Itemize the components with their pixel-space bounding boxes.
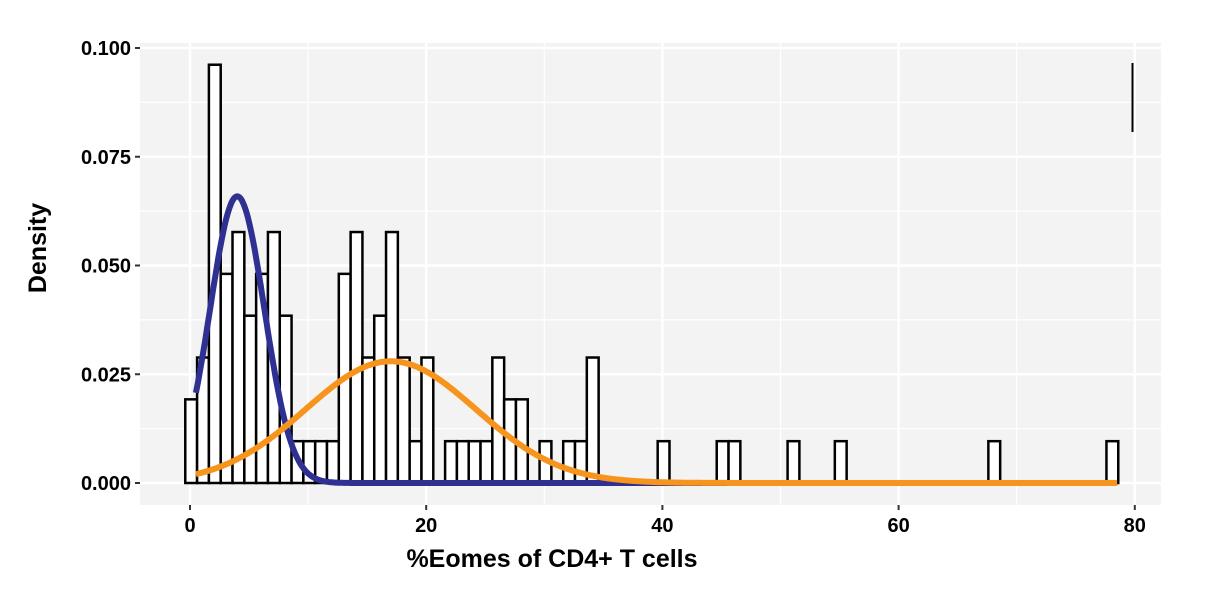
histogram-bar: [727, 439, 742, 485]
y-axis-title: Density: [24, 203, 52, 293]
x-tick-label: 40: [651, 515, 673, 537]
histogram-bar: [585, 356, 600, 485]
histogram-bar: [715, 439, 730, 485]
y-tick-label: 0.100: [81, 38, 131, 60]
histogram-bar: [786, 439, 801, 485]
histogram-bar: [467, 439, 482, 485]
plot-panel: [140, 43, 1161, 505]
y-tick-label: 0.050: [81, 256, 131, 278]
histogram-bar: [479, 439, 494, 485]
component-2-density-curve: [194, 358, 1119, 486]
density-curves: [192, 193, 1119, 486]
x-axis: 0 20 40 60 80: [184, 505, 1146, 537]
y-tick-label: 0.025: [81, 364, 131, 386]
histogram-bar: [184, 398, 199, 485]
x-tick-label: 0: [184, 515, 195, 537]
histogram-bar: [408, 439, 423, 485]
histogram-bar: [561, 439, 577, 485]
histogram-bar: [219, 272, 234, 485]
x-tick-label: 80: [1124, 515, 1146, 537]
y-tick-label: 0.075: [81, 147, 131, 169]
histogram-bar: [656, 439, 671, 485]
histogram-bar: [833, 439, 848, 485]
histogram-bar: [396, 356, 411, 485]
histogram-bar: [455, 439, 470, 485]
y-tick-label: 0.000: [81, 473, 131, 495]
histogram-bar: [987, 439, 1002, 485]
histogram-bar: [231, 230, 246, 485]
histogram-bar: [372, 314, 388, 485]
histogram-bar: [325, 439, 341, 485]
histogram-bar: [1105, 439, 1120, 485]
histogram-bar: [384, 230, 400, 485]
x-tick-label: 60: [887, 515, 909, 537]
histogram-bar: [349, 230, 364, 485]
histogram-bar: [361, 356, 376, 485]
histogram-bar: [443, 439, 459, 485]
x-tick-label: 20: [415, 515, 437, 537]
histogram-bar: [243, 314, 258, 485]
histogram-bar: [491, 356, 506, 485]
x-axis-title: %Eomes of CD4+ T cells: [406, 545, 697, 573]
y-axis: 0.000 0.025 0.050 0.075 0.100: [81, 38, 140, 495]
